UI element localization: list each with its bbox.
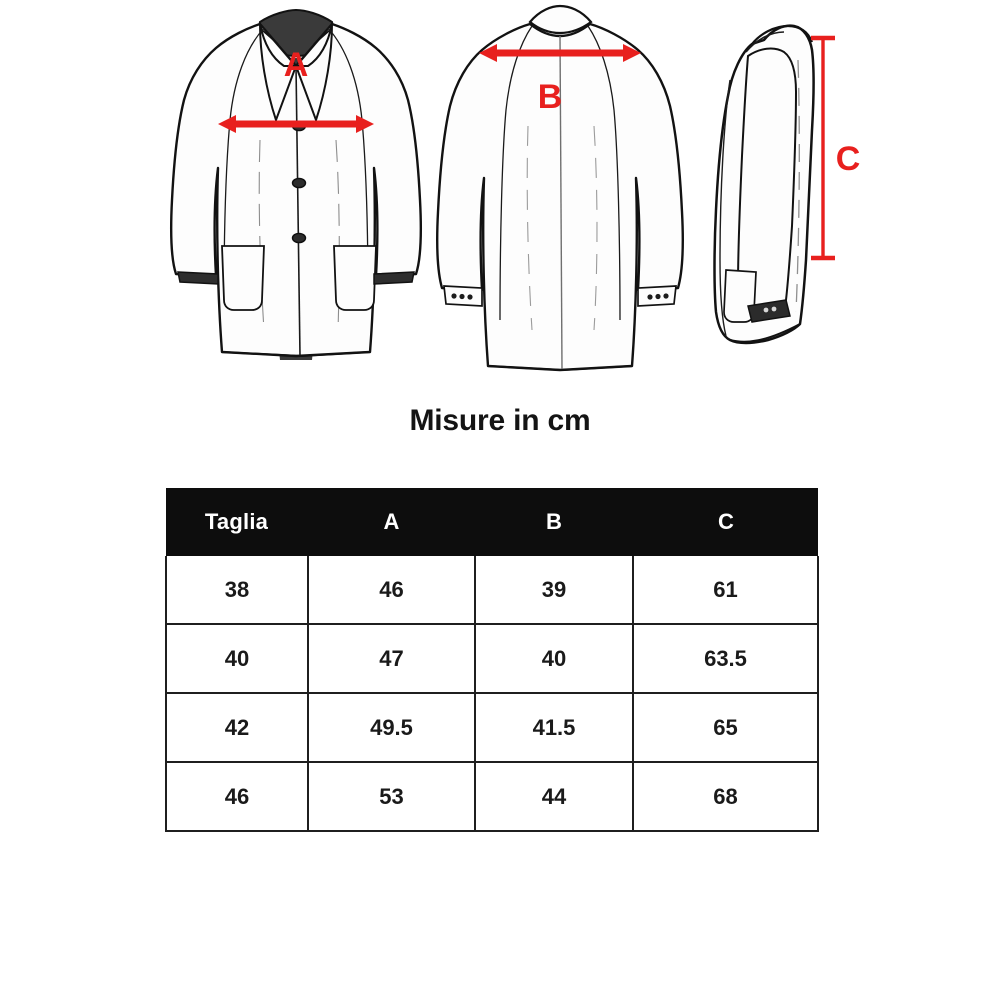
lapel-right bbox=[294, 23, 333, 124]
side-garment-body bbox=[713, 24, 815, 345]
measure-label-c: C bbox=[836, 140, 861, 178]
cell-size: 46 bbox=[165, 761, 309, 832]
dart-left bbox=[526, 125, 533, 331]
back-collar bbox=[528, 4, 593, 35]
cell-c: 61 bbox=[632, 556, 819, 625]
cuff-buttons-right bbox=[647, 293, 669, 300]
blazer-back-illustration: B bbox=[430, 0, 690, 395]
cuff-left bbox=[177, 271, 219, 285]
button-2 bbox=[291, 177, 307, 189]
cell-a: 53 bbox=[307, 761, 476, 832]
center-back-seam bbox=[559, 35, 563, 371]
size-table-body: 38 46 39 61 40 47 40 63.5 42 49.5 41.5 6… bbox=[165, 556, 819, 832]
cell-c: 63.5 bbox=[632, 623, 819, 694]
cell-b: 40 bbox=[474, 623, 634, 694]
back-outer bbox=[436, 22, 684, 372]
pocket-left bbox=[221, 245, 265, 311]
measure-label-a: A bbox=[284, 46, 309, 84]
garment-illustrations: A bbox=[0, 0, 1000, 395]
cell-a: 47 bbox=[307, 623, 476, 694]
cell-a: 46 bbox=[307, 556, 476, 625]
blazer-front-illustration: A bbox=[160, 0, 430, 395]
cell-b: 41.5 bbox=[474, 692, 634, 763]
blazer-side-illustration: C bbox=[690, 0, 880, 395]
hem-line bbox=[221, 351, 371, 358]
pocket-right bbox=[333, 245, 377, 311]
column-header-b: B bbox=[474, 488, 633, 556]
table-row: 38 46 39 61 bbox=[165, 556, 819, 625]
cell-a: 49.5 bbox=[307, 692, 476, 763]
measure-line-c bbox=[811, 35, 835, 261]
size-table-header: Taglia A B C bbox=[166, 488, 818, 556]
side-seam bbox=[795, 59, 800, 313]
column-header-a: A bbox=[307, 488, 475, 556]
button-3 bbox=[291, 232, 307, 244]
cell-b: 39 bbox=[474, 556, 634, 625]
cell-size: 38 bbox=[165, 556, 309, 625]
notch-right bbox=[313, 29, 331, 45]
table-row: 40 47 40 63.5 bbox=[165, 623, 819, 694]
sleeve bbox=[736, 47, 798, 310]
page-title: Misure in cm bbox=[409, 404, 591, 437]
cell-c: 68 bbox=[632, 761, 819, 832]
dart-right bbox=[593, 125, 598, 331]
dart-left bbox=[258, 139, 265, 331]
cell-size: 42 bbox=[165, 692, 309, 763]
cuff-buttons-left bbox=[451, 293, 473, 300]
collar-line bbox=[745, 31, 785, 53]
size-table: Taglia A B C 38 46 39 61 40 47 40 63.5 4… bbox=[165, 488, 819, 832]
measure-a-arrow-right bbox=[356, 115, 374, 133]
column-header-taglia: Taglia bbox=[166, 488, 308, 556]
hem-line bbox=[487, 365, 633, 372]
measure-label-b: B bbox=[538, 78, 563, 116]
cuff-right bbox=[373, 271, 415, 285]
cuff-buttons bbox=[763, 306, 777, 313]
measure-line-a bbox=[218, 115, 374, 133]
front-edge bbox=[719, 79, 731, 337]
measure-line-b bbox=[479, 44, 641, 62]
shoulder-top bbox=[751, 24, 814, 45]
front-garment-body bbox=[170, 8, 422, 360]
header-row: Taglia A B C bbox=[166, 488, 818, 556]
cuff bbox=[747, 299, 791, 323]
cell-size: 40 bbox=[165, 623, 309, 694]
measure-b-arrow-left bbox=[479, 44, 497, 62]
front-opening-seam bbox=[295, 65, 301, 357]
measure-a-arrow-left bbox=[218, 115, 236, 133]
back-garment-body bbox=[436, 4, 684, 372]
column-header-c: C bbox=[632, 488, 818, 556]
table-row: 46 53 44 68 bbox=[165, 761, 819, 832]
cell-b: 44 bbox=[474, 761, 634, 832]
hem-line bbox=[729, 323, 801, 343]
notch-left bbox=[261, 29, 279, 45]
cell-c: 65 bbox=[632, 692, 819, 763]
table-row: 42 49.5 41.5 65 bbox=[165, 692, 819, 763]
measure-b-arrow-right bbox=[623, 44, 641, 62]
lapel-left bbox=[259, 23, 298, 124]
